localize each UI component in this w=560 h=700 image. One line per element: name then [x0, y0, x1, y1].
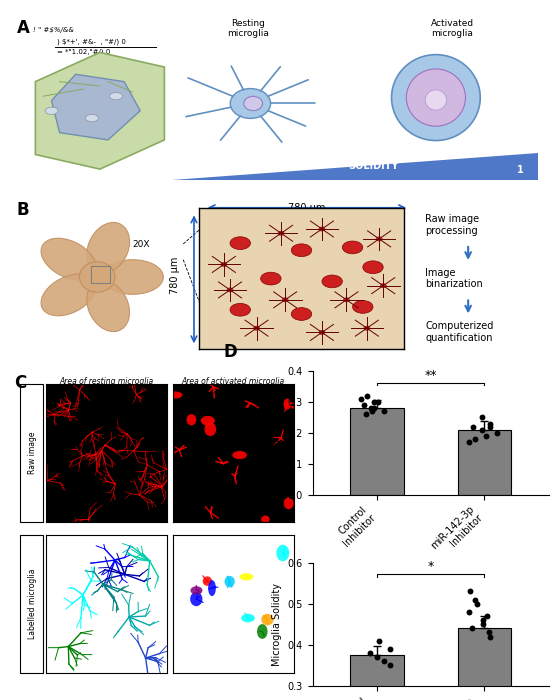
- Point: [470, 433, 479, 444]
- Point: [486, 421, 495, 433]
- Text: Labelled microglia: Labelled microglia: [29, 569, 38, 639]
- Point: [470, 594, 479, 606]
- Text: Resting
microglia: Resting microglia: [227, 19, 269, 38]
- Text: Image
binarization: Image binarization: [425, 268, 483, 289]
- Text: **: **: [424, 369, 437, 382]
- Point: [385, 643, 394, 655]
- Text: Raw image
processing: Raw image processing: [425, 214, 479, 236]
- Bar: [458, 430, 511, 495]
- Bar: [20, 535, 43, 673]
- Point: [465, 586, 474, 597]
- Bar: [351, 408, 404, 495]
- Bar: [20, 384, 43, 522]
- Text: = *"1.02,"#/) 0: = *"1.02,"#/) 0: [57, 49, 110, 55]
- Y-axis label: Microglia Solidity: Microglia Solidity: [272, 583, 282, 666]
- Text: D: D: [223, 343, 237, 361]
- Point: [482, 430, 491, 442]
- Point: [370, 402, 379, 414]
- Point: [373, 652, 382, 663]
- Point: [368, 406, 377, 417]
- Point: [362, 390, 371, 401]
- Point: [360, 400, 368, 411]
- Text: 780 μm: 780 μm: [170, 257, 180, 294]
- Text: Area of resting microglia: Area of resting microglia: [59, 377, 153, 386]
- Text: B: B: [17, 202, 29, 219]
- Point: [468, 623, 477, 634]
- Text: Activated
microglia: Activated microglia: [431, 19, 474, 38]
- Text: ! " #$%/&&: ! " #$%/&&: [32, 27, 73, 34]
- Point: [479, 615, 488, 626]
- Text: Area of activated microglia: Area of activated microglia: [182, 377, 285, 386]
- Point: [370, 396, 379, 407]
- Point: [366, 402, 375, 414]
- Point: [465, 437, 474, 448]
- Point: [492, 427, 501, 438]
- Point: [473, 598, 482, 609]
- Text: Raw image: Raw image: [29, 432, 38, 475]
- Point: [385, 660, 394, 671]
- Bar: [458, 629, 511, 700]
- Point: [374, 635, 383, 646]
- Point: [465, 606, 474, 617]
- Text: ) $*+', #&-  , "#/) 0: ) $*+', #&- , "#/) 0: [57, 39, 126, 46]
- Point: [483, 610, 492, 622]
- Point: [357, 393, 366, 405]
- Text: Computerized
quantification: Computerized quantification: [425, 321, 493, 343]
- Point: [366, 648, 375, 659]
- Point: [486, 418, 494, 429]
- Point: [374, 396, 383, 407]
- Point: [485, 627, 494, 638]
- Point: [468, 421, 477, 433]
- Point: [477, 412, 486, 423]
- Point: [486, 631, 494, 642]
- Y-axis label: Microglia Solidity: Microglia Solidity: [272, 391, 282, 475]
- Point: [380, 406, 389, 417]
- Point: [361, 409, 370, 420]
- Text: A: A: [17, 19, 30, 37]
- Point: [379, 656, 388, 667]
- Point: [477, 424, 486, 435]
- Text: *: *: [428, 560, 434, 573]
- Bar: [351, 655, 404, 700]
- Point: [478, 619, 487, 630]
- Text: 780 μm: 780 μm: [288, 203, 325, 213]
- Text: C: C: [14, 374, 26, 392]
